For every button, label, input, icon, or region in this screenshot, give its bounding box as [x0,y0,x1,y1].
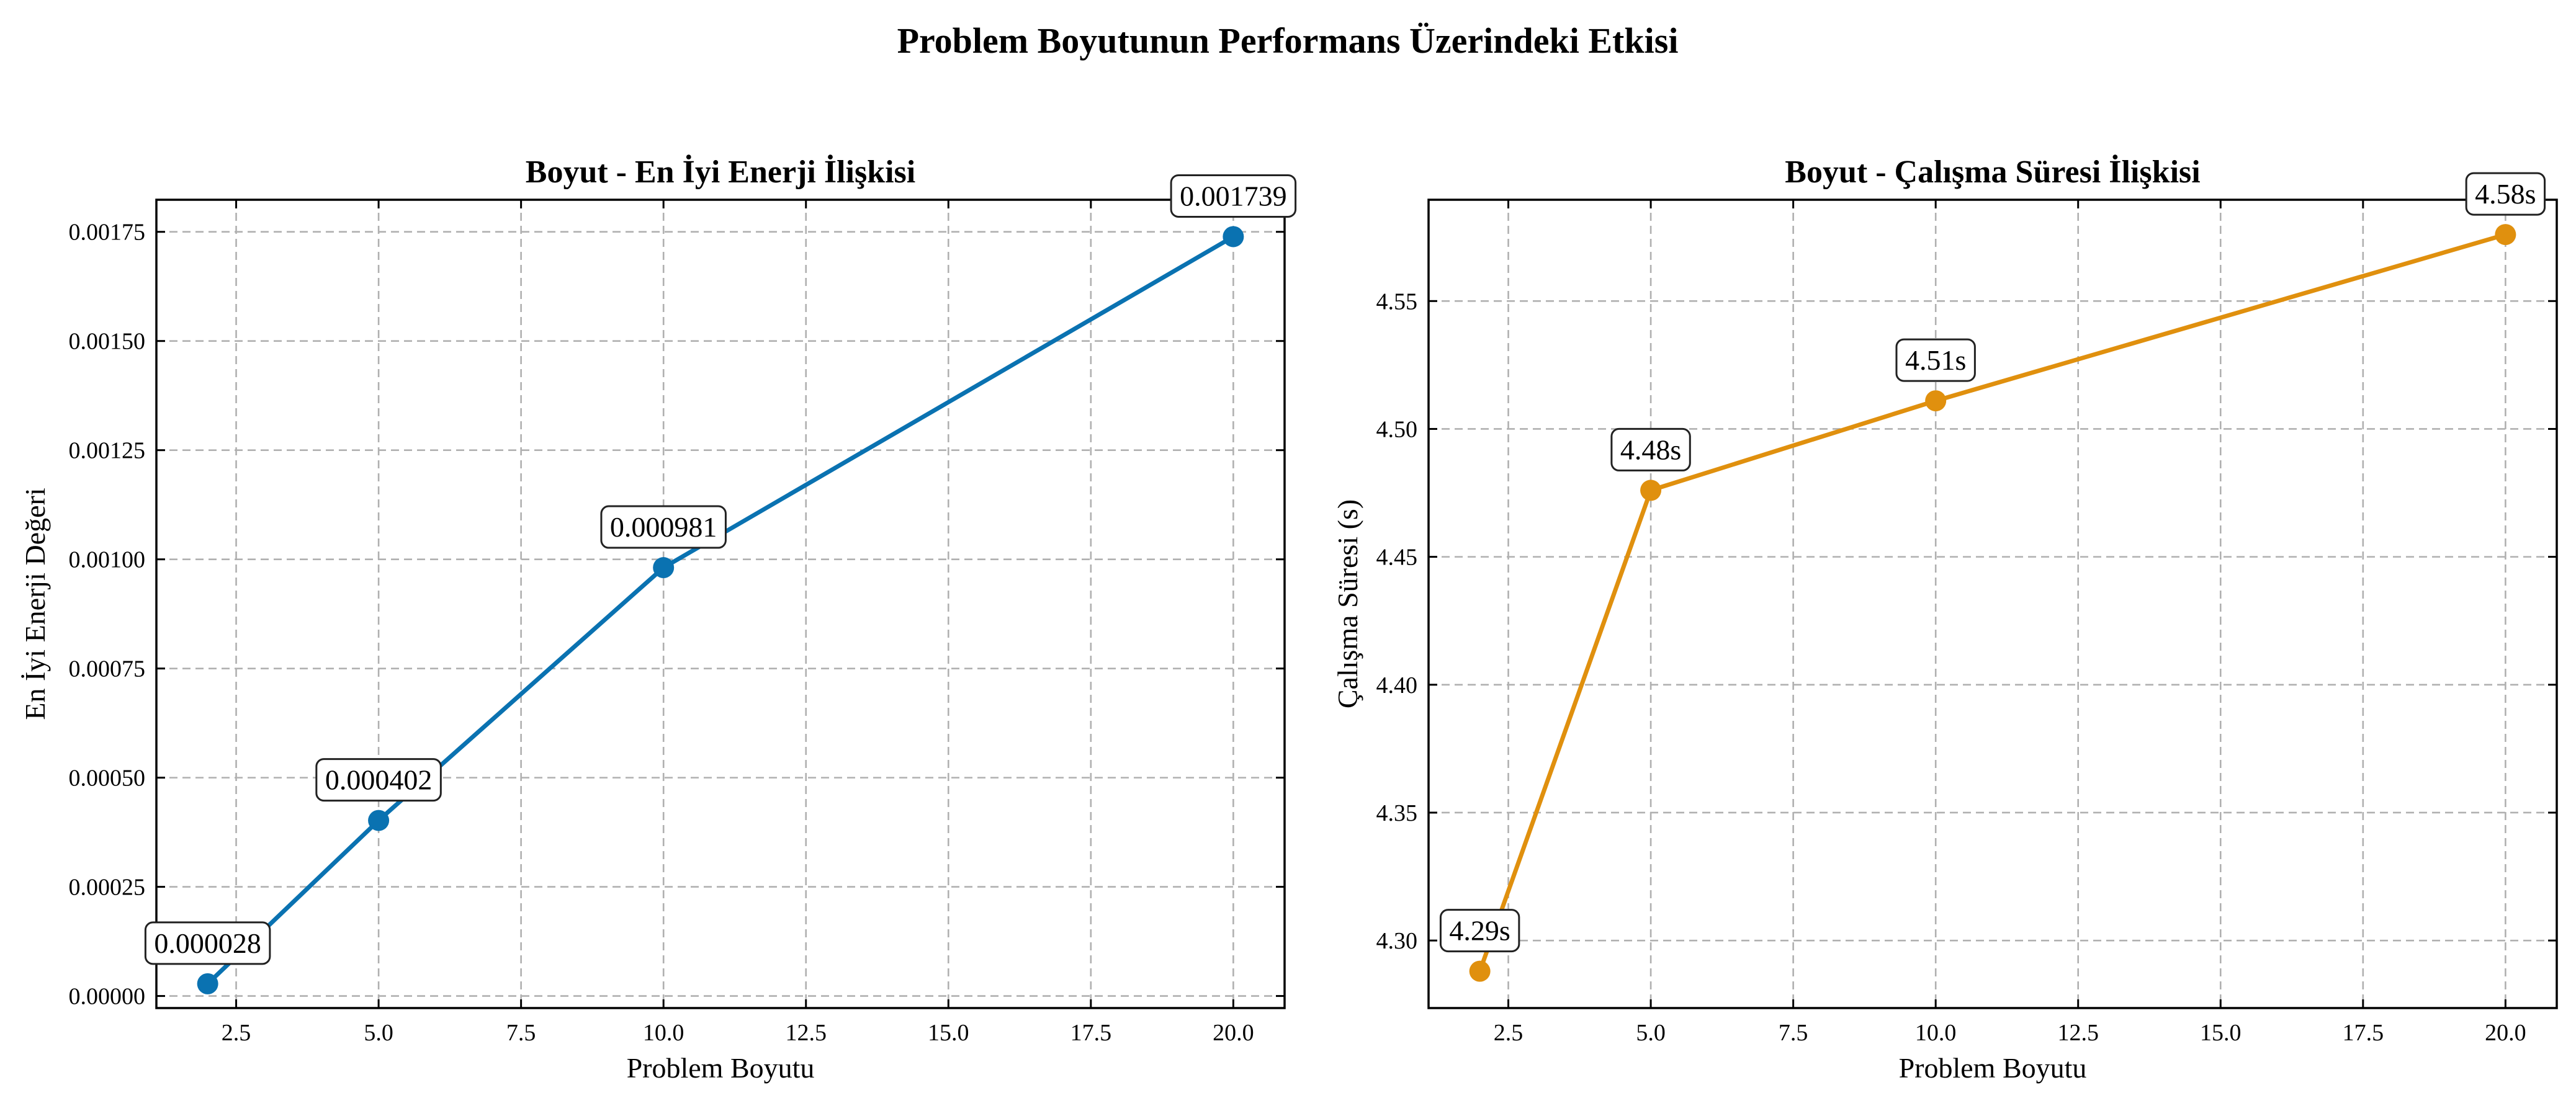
chart-energy-ytick-label-2: 0.00050 [69,765,146,792]
chart-energy-point-label-text-1: 0.000402 [325,764,433,796]
chart-runtime-xtick-label-1: 5.0 [1636,1020,1666,1046]
chart-energy-xtick-label-6: 17.5 [1070,1020,1112,1046]
chart-energy-xtick-label-1: 5.0 [364,1020,393,1046]
chart-energy-xlabel: Problem Boyutu [627,1052,815,1084]
chart-runtime-point-label-box-2 [1895,338,1976,382]
chart-energy: 2.5 5.0 7.5 10.0 12.5 15.0 17.5 20.0 0.00000 0.00… [19,154,1297,1084]
chart-runtime-xtick-label-0: 2.5 [1494,1020,1524,1046]
chart-runtime-point-label-text-0: 4.29s [1449,915,1510,947]
chart-energy-ytick-label-3: 0.00075 [69,656,146,682]
chart-energy-point-2 [653,557,675,579]
chart-energy-xtick-label-2: 7.5 [506,1020,536,1046]
chart-runtime-point-3 [2495,224,2516,246]
chart-energy-point-label-1: 0.000402 [315,758,442,802]
chart-energy-point-1 [368,810,390,831]
chart-runtime-title: Boyut - Çalışma Süresi İlişkisi [1785,154,2200,190]
chart-runtime-point-label-1: 4.48s [1610,427,1691,471]
figure-title: Problem Boyutunun Performans Üzerindeki … [897,20,1679,61]
chart-runtime-ytick-label-3: 4.45 [1376,545,1418,571]
chart-energy-point-label-box-2 [600,505,727,549]
chart-runtime-ytick-label-4: 4.50 [1376,416,1418,442]
chart-energy-point-label-0: 0.000028 [144,921,271,965]
chart-energy-title: Boyut - En İyi Enerji İlişkisi [526,154,915,190]
chart-runtime-point-1 [1640,480,1662,501]
chart-energy-ytick-label-4: 0.00100 [69,547,146,573]
chart-energy-ytick-label-5: 0.00125 [69,438,146,464]
chart-runtime-point-label-text-1: 4.48s [1620,434,1681,465]
chart-energy-point-label-2: 0.000981 [600,505,727,549]
chart-runtime-point-2 [1925,390,1947,412]
chart-runtime-xtick-label-4: 12.5 [2057,1020,2099,1046]
chart-runtime-xtick-label-5: 15.0 [2200,1020,2242,1046]
chart-runtime-point-label-box-3 [2465,172,2546,216]
chart-runtime-ytick-label-2: 4.40 [1376,672,1418,699]
chart-energy-ytick-label-6: 0.00150 [69,329,146,355]
chart-runtime-point-0 [1469,960,1491,982]
chart-runtime-point-label-box-1 [1610,427,1691,471]
chart-energy-point-0 [197,973,218,994]
chart-runtime-ytick-label-1: 4.35 [1376,800,1418,826]
chart-energy-frame [155,199,1286,1009]
chart-runtime-ytick-label-0: 4.30 [1376,928,1418,954]
chart-runtime: 2.5 5.0 7.5 10.0 12.5 15.0 17.5 20.0 4.30 4.35 4.4… [1332,154,2558,1084]
chart-energy-point-label-box-3 [1170,174,1297,218]
chart-runtime-xtick-label-3: 10.0 [1915,1020,1957,1046]
chart-energy-xtick-label-5: 15.0 [928,1020,969,1046]
chart-runtime-ytick-label-5: 4.55 [1376,288,1418,315]
chart-runtime-point-label-0: 4.29s [1439,909,1520,953]
chart-energy-point-label-box-1 [315,758,442,802]
chart-runtime-point-label-text-2: 4.51s [1905,344,1966,376]
chart-runtime-ylabel: Çalışma Süresi (s) [1332,499,1363,708]
chart-energy-xtick-label-3: 10.0 [643,1020,684,1046]
chart-runtime-frame [1427,199,2558,1009]
chart-energy-point-label-text-0: 0.000028 [154,927,261,959]
chart-runtime-xlabel: Problem Boyutu [1899,1052,2087,1084]
chart-runtime-point-label-3: 4.58s [2465,172,2546,216]
chart-energy-xtick-label-7: 20.0 [1213,1020,1254,1046]
chart-runtime-series-line [1478,232,2506,972]
chart-runtime-xtick-label-2: 7.5 [1779,1020,1808,1046]
chart-energy-series-line [206,234,1235,986]
chart-energy-point-label-box-0 [144,921,271,965]
chart-energy-ytick-label-1: 0.00025 [69,875,146,901]
chart-energy-ytick-label-7: 0.00175 [69,220,146,246]
chart-runtime-xtick-label-6: 17.5 [2343,1020,2384,1046]
chart-energy-xtick-label-0: 2.5 [222,1020,251,1046]
chart-energy-xtick-label-4: 12.5 [785,1020,827,1046]
chart-runtime-point-label-box-0 [1439,909,1520,953]
chart-energy-point-label-text-3: 0.001739 [1180,180,1287,212]
chart-runtime-point-label-2: 4.51s [1895,338,1976,382]
chart-energy-point-label-text-2: 0.000981 [610,511,717,543]
chart-energy-point-3 [1223,226,1244,248]
chart-energy-point-label-3: 0.001739 [1170,174,1297,218]
chart-runtime-point-label-text-3: 4.58s [2475,178,2536,210]
chart-energy-ytick-label-0: 0.00000 [69,984,146,1010]
chart-energy-ylabel: En İyi Enerji Değeri [19,488,51,720]
chart-runtime-xtick-label-7: 20.0 [2485,1020,2526,1046]
